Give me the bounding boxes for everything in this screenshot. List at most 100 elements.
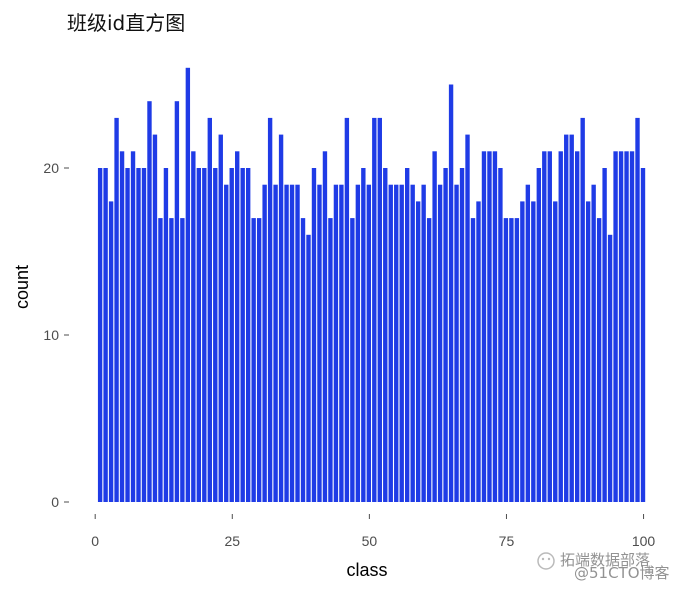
bar — [333, 184, 339, 502]
bar — [629, 151, 635, 503]
bar — [635, 117, 640, 503]
bar — [235, 151, 240, 503]
bar — [328, 218, 333, 502]
bar — [267, 117, 273, 503]
bar — [125, 168, 130, 502]
bar — [394, 184, 399, 502]
bar — [525, 184, 531, 502]
bar — [492, 151, 498, 503]
watermark-line1: 拓端数据部落 — [560, 551, 650, 569]
x-axis: 0 25 50 75 100 — [91, 514, 655, 549]
bar — [196, 168, 202, 502]
bar — [158, 218, 163, 502]
bar — [152, 134, 158, 502]
bar — [202, 168, 207, 502]
bar — [618, 151, 624, 503]
watermark: 拓端数据部落 @51CTO博客 — [537, 551, 670, 582]
bar — [306, 234, 311, 503]
bar — [437, 184, 443, 502]
bar — [613, 151, 618, 503]
bar — [487, 151, 492, 503]
bar — [191, 151, 196, 503]
bar — [476, 201, 481, 502]
bar — [399, 184, 404, 502]
bar — [339, 184, 344, 502]
bar — [355, 184, 361, 502]
bar — [591, 184, 596, 502]
bar — [640, 168, 646, 502]
bar — [553, 201, 558, 502]
bar — [372, 117, 377, 503]
bar — [240, 168, 245, 502]
x-tick-label: 75 — [499, 533, 515, 549]
bar — [465, 134, 470, 502]
bar — [361, 168, 366, 502]
bar — [415, 201, 421, 502]
y-axis: 0 10 20 — [43, 160, 69, 510]
y-tick-label: 0 — [51, 494, 59, 510]
bar — [311, 168, 317, 502]
bar — [569, 134, 574, 502]
bar — [317, 184, 322, 502]
bar — [256, 218, 262, 502]
bar — [136, 168, 141, 502]
bar — [454, 184, 459, 502]
bar — [251, 218, 256, 502]
bar — [147, 101, 152, 502]
bar — [278, 134, 284, 502]
bar — [273, 184, 278, 502]
wechat-icon — [537, 552, 555, 570]
bar — [130, 151, 136, 503]
bar — [443, 168, 448, 502]
bar — [207, 117, 212, 503]
bar — [542, 151, 547, 503]
bar — [470, 218, 476, 502]
bar — [295, 184, 300, 502]
y-tick-label: 20 — [43, 160, 59, 176]
bar — [426, 218, 432, 502]
y-tick-label: 10 — [43, 327, 59, 343]
bar — [185, 67, 191, 503]
bar — [284, 184, 289, 502]
bar — [377, 117, 382, 503]
bar — [388, 184, 393, 502]
bar — [383, 168, 388, 502]
bar — [585, 201, 591, 502]
bar — [366, 184, 372, 502]
bar — [218, 134, 223, 502]
bar — [229, 168, 234, 502]
wechat-icon-eye-right — [547, 557, 551, 561]
bar — [514, 218, 520, 502]
bar — [432, 151, 437, 503]
bar — [498, 168, 503, 502]
bars-group — [97, 67, 646, 503]
bar — [245, 168, 251, 502]
bar — [459, 168, 465, 502]
y-axis-title: count — [12, 265, 32, 309]
bar — [575, 151, 580, 503]
bar — [322, 151, 328, 503]
bar — [213, 168, 218, 502]
bar — [103, 168, 108, 502]
bar — [114, 117, 119, 503]
bar — [350, 218, 355, 502]
bar — [602, 168, 607, 502]
bar — [141, 168, 147, 502]
x-tick-label: 50 — [362, 533, 378, 549]
bar — [174, 101, 180, 502]
bar — [481, 151, 487, 503]
bar — [421, 184, 426, 502]
bar — [580, 117, 585, 503]
bar — [410, 184, 415, 502]
chart-title: 班级id直方图 — [67, 11, 185, 35]
x-tick-label: 100 — [632, 533, 656, 549]
bar — [97, 168, 103, 502]
bar — [289, 184, 295, 502]
bar — [558, 151, 563, 503]
bar — [520, 201, 525, 502]
bar — [405, 168, 410, 502]
bar — [300, 218, 306, 502]
bar — [344, 117, 350, 503]
bar — [119, 151, 125, 503]
